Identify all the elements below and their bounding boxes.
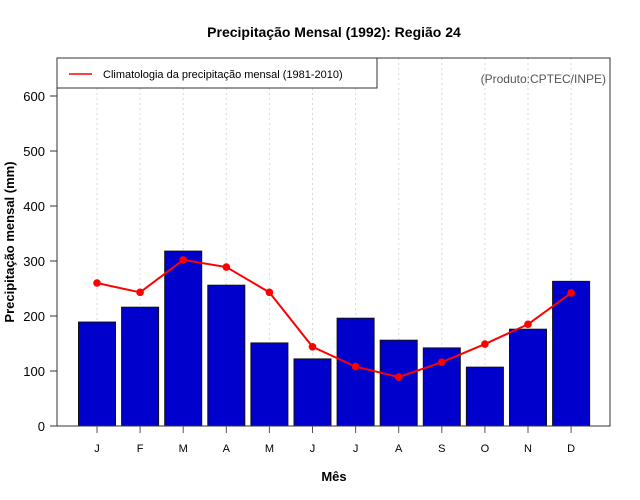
- x-tick-label: A: [395, 443, 403, 455]
- x-axis-title: Mês: [321, 469, 346, 484]
- legend-box: [56, 57, 378, 89]
- chart-title: Precipitação Mensal (1992): Região 24: [207, 24, 461, 40]
- bar-10: [509, 328, 547, 427]
- x-tick-label: J: [310, 443, 316, 455]
- climatology-line: [96, 258, 572, 379]
- bar-2: [164, 250, 203, 427]
- x-tick-label: M: [179, 443, 188, 455]
- climatology-series: [93, 256, 575, 381]
- x-tick-label: O: [481, 443, 490, 455]
- climatology-point-8: [438, 358, 446, 367]
- climatology-point-4: [265, 288, 274, 297]
- climatology-point-10: [524, 320, 532, 329]
- legend: Climatologia da precipitação mensal (198…: [56, 57, 378, 89]
- y-tick-label: 400: [23, 199, 45, 214]
- climatology-point-7: [394, 373, 403, 381]
- legend-entry-climatology: Climatologia da precipitação mensal (198…: [103, 69, 343, 81]
- y-axis-title: Precipitação mensal (mm): [2, 161, 17, 322]
- bar-9: [465, 366, 504, 427]
- x-tick-label: D: [567, 443, 575, 455]
- bar-5: [293, 358, 332, 427]
- climatology-point-2: [179, 256, 187, 264]
- y-tick-label: 500: [23, 144, 45, 159]
- bar-6: [336, 317, 375, 427]
- climatology-point-11: [567, 289, 575, 297]
- bar-series: [78, 250, 591, 427]
- y-tick-label: 100: [23, 364, 45, 379]
- y-tick-label: 300: [23, 254, 45, 269]
- x-tick-label: S: [438, 443, 445, 455]
- bar-3: [207, 284, 246, 427]
- bar-4: [250, 342, 289, 427]
- y-tick-label: 0: [38, 419, 45, 434]
- bar-0: [78, 321, 116, 427]
- y-axis: 0 100 200 300 400 500 600: [23, 89, 57, 434]
- x-tick-label: M: [265, 443, 274, 455]
- bar-7: [379, 339, 418, 427]
- x-tick-label: N: [524, 443, 532, 455]
- bar-1: [121, 306, 160, 427]
- y-tick-label: 600: [23, 89, 45, 104]
- climatology-point-5: [308, 343, 317, 351]
- y-tick-label: 200: [23, 309, 45, 324]
- climatology-point-3: [222, 263, 231, 271]
- climatology-point-6: [351, 362, 360, 371]
- climatology-point-1: [136, 288, 144, 297]
- climatology-point-9: [481, 340, 489, 348]
- climatology-point-0: [93, 279, 101, 287]
- x-tick-label: F: [137, 443, 144, 455]
- x-tick-label: J: [94, 443, 100, 455]
- x-tick-label: A: [223, 443, 231, 455]
- x-tick-label: J: [353, 443, 359, 455]
- product-credit: (Produto:CPTEC/INPE): [481, 72, 606, 86]
